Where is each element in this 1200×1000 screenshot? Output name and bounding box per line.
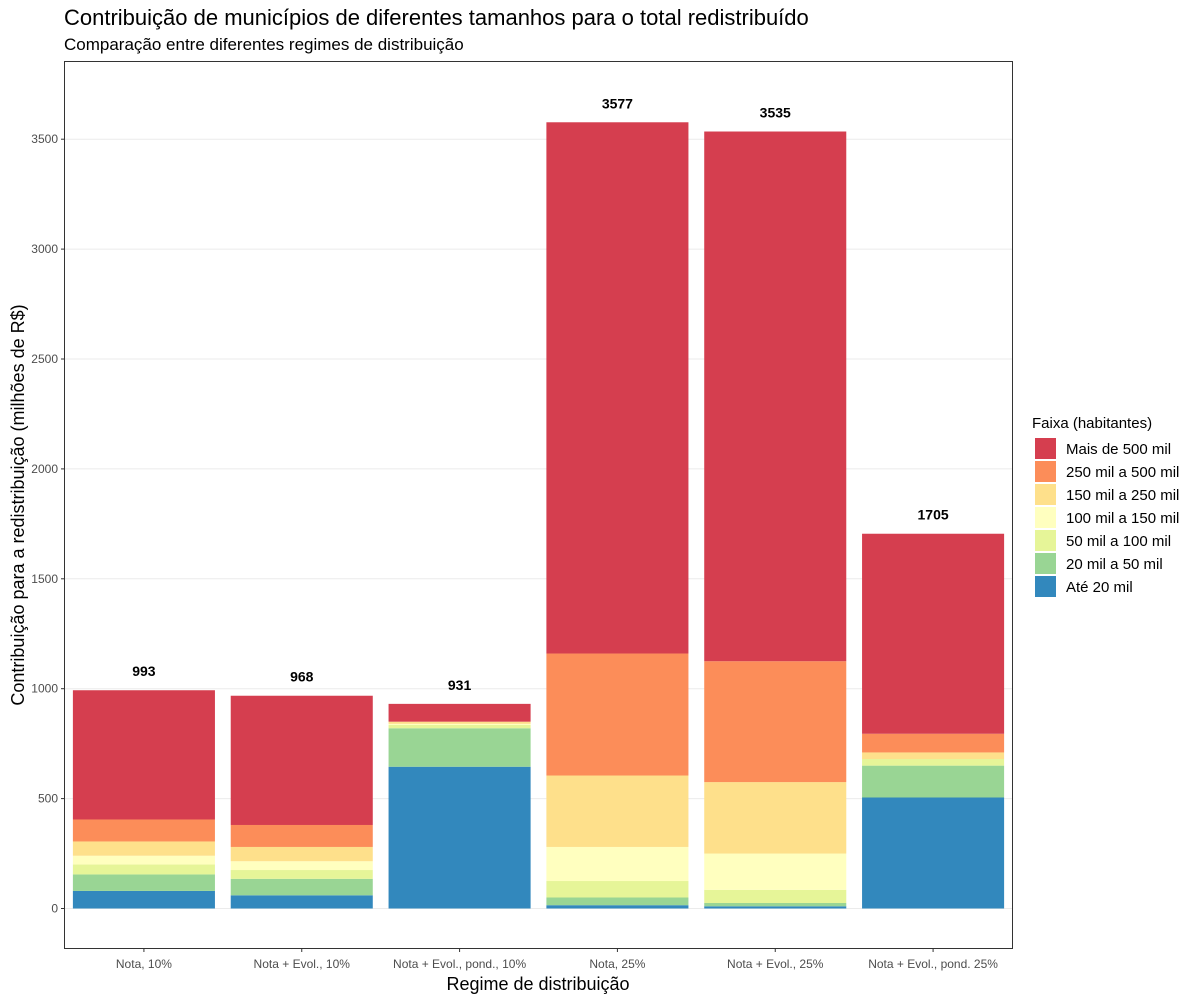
bar-segment-0-2 [72,864,215,875]
bar-segment-4-0 [704,906,847,909]
bar-segment-5-1 [862,765,1005,798]
total-label-0: 993 [132,663,156,679]
bar-segment-3-4 [546,775,689,847]
legend-key-3 [1035,507,1056,528]
bar-segment-1-4 [230,846,373,862]
legend-title: Faixa (habitantes) [1032,415,1152,432]
bar-segment-3-3 [546,846,689,882]
y-tick-label-0: 0 [51,902,58,916]
bar-segment-1-1 [230,878,373,896]
bar-segment-3-0 [546,905,689,909]
legend-label-4: 50 mil a 100 mil [1066,533,1171,550]
bar-segment-3-1 [546,897,689,906]
grid-lines [65,138,1012,909]
y-axis: 0 500 1000 1500 2000 2500 3000 3500 [31,132,65,916]
bar-segment-0-6 [72,690,215,820]
x-tick-label-5: Nota + Evol., pond. 25% [868,957,998,971]
x-tick-label-3: Nota, 25% [589,957,645,971]
y-tick-label-7: 3500 [31,132,58,146]
chart-subtitle: Comparação entre diferentes regimes de d… [64,35,464,54]
bar-segment-4-3 [704,853,847,890]
bars [72,122,1005,909]
bar-segment-2-1 [388,728,531,767]
bar-segment-1-3 [230,861,373,871]
legend-key-5 [1035,553,1056,574]
chart-title: Contribuição de municípios de diferentes… [64,5,809,30]
x-axis: Nota, 10% Nota + Evol., 10% Nota + Evol., … [116,948,998,971]
bar-segment-4-2 [704,889,847,904]
y-axis-title: Contribuição para a redistribuição (milh… [8,304,28,705]
legend-key-4 [1035,530,1056,551]
total-labels: 993 968 931 3577 3535 1705 [132,95,949,693]
legend-label-6: Até 20 mil [1066,579,1133,596]
legend-label-2: 150 mil a 250 mil [1066,487,1179,504]
bar-segment-0-0 [72,890,215,909]
bar-segment-4-5 [704,661,847,783]
bar-segment-5-6 [862,533,1005,734]
total-label-1: 968 [290,669,314,685]
legend-label-0: Mais de 500 mil [1066,441,1171,458]
bar-segment-2-6 [388,703,531,722]
bar-segment-0-3 [72,855,215,865]
x-tick-label-2: Nota + Evol., pond., 10% [393,957,526,971]
total-label-4: 3535 [760,105,791,121]
bar-segment-4-4 [704,782,847,854]
y-tick-label-1: 500 [38,792,58,806]
total-label-3: 3577 [602,95,633,111]
legend-key-6 [1035,576,1056,597]
bar-segment-0-5 [72,819,215,842]
legend-label-5: 20 mil a 50 mil [1066,556,1163,573]
bar-segment-4-1 [704,903,847,907]
bar-segment-2-0 [388,766,531,909]
bar-segment-3-6 [546,122,689,654]
bar-segment-3-5 [546,653,689,776]
bar-segment-1-0 [230,895,373,909]
y-tick-label-3: 1500 [31,572,58,586]
bar-segment-1-2 [230,870,373,879]
y-tick-label-6: 3000 [31,242,58,256]
legend-key-2 [1035,484,1056,505]
bar-segment-5-2 [862,759,1005,766]
bar-segment-1-6 [230,695,373,825]
bar-segment-1-5 [230,824,373,847]
y-tick-label-5: 2500 [31,352,58,366]
bar-segment-5-0 [862,797,1005,909]
total-label-5: 1705 [918,507,949,523]
legend-label-3: 100 mil a 150 mil [1066,510,1179,527]
plot-panel [64,61,1013,949]
bar-segment-5-4 [862,752,1005,760]
legend: Faixa (habitantes) Mais de 500 mil 250 mi… [1032,415,1179,597]
x-tick-label-1: Nota + Evol., 10% [254,957,351,971]
bar-segment-2-2 [388,724,531,729]
y-tick-label-2: 1000 [31,682,58,696]
x-tick-label-0: Nota, 10% [116,957,172,971]
bar-segment-0-4 [72,841,215,856]
legend-key-1 [1035,461,1056,482]
x-axis-title: Regime de distribuição [446,974,629,994]
bar-segment-0-1 [72,874,215,891]
bar-segment-5-5 [862,733,1005,753]
y-tick-label-4: 2000 [31,462,58,476]
bar-segment-3-2 [546,881,689,898]
x-tick-label-4: Nota + Evol., 25% [727,957,824,971]
legend-label-1: 250 mil a 500 mil [1066,464,1179,481]
legend-key-0 [1035,438,1056,459]
bar-segment-2-3 [388,723,531,725]
total-label-2: 931 [448,677,472,693]
bar-segment-4-6 [704,131,847,662]
bar-segment-2-4 [388,721,531,724]
